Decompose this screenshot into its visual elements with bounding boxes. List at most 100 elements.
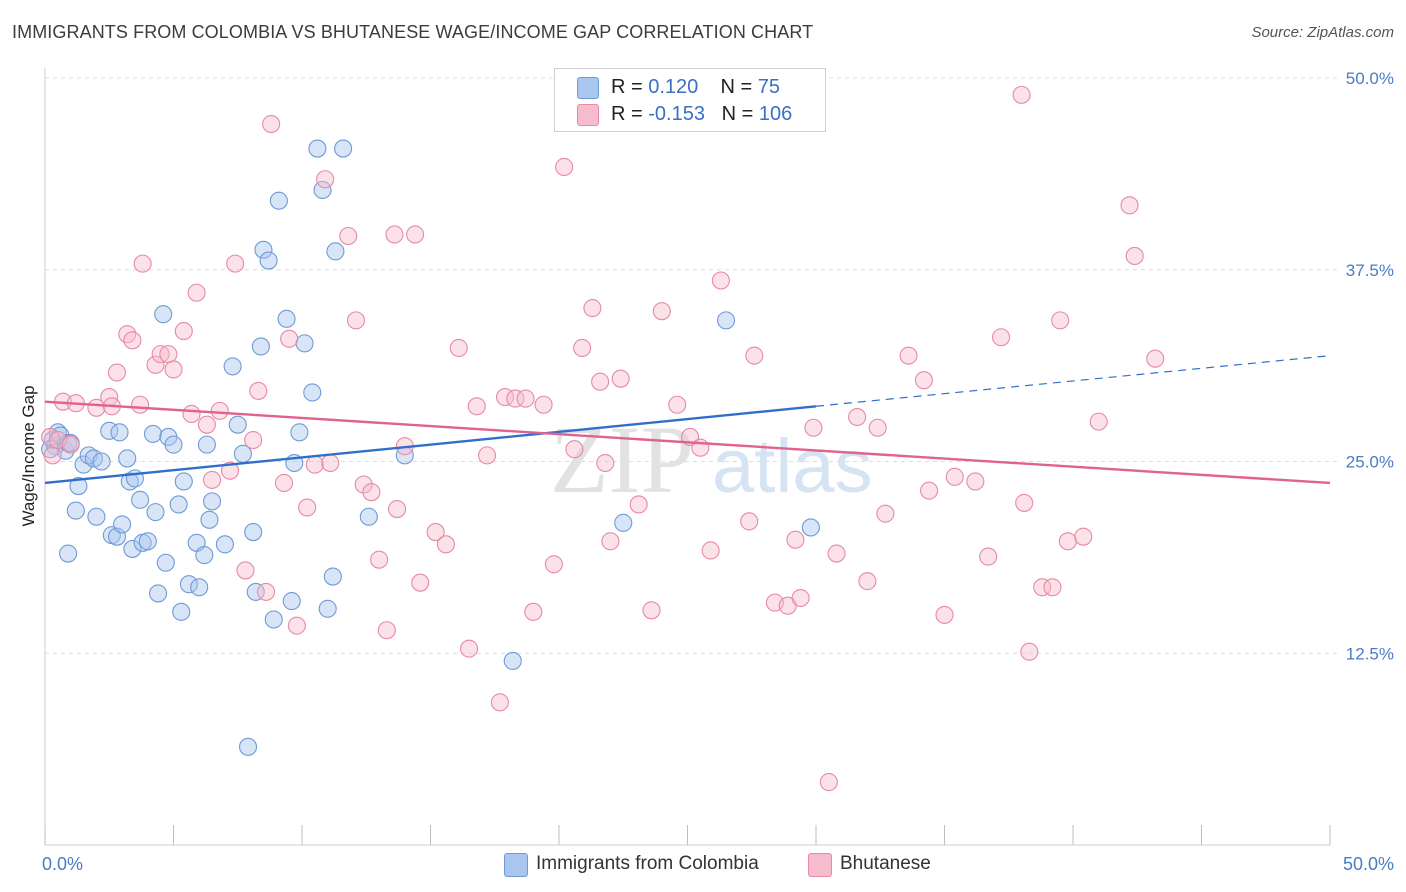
data-point [920,481,939,500]
data-point [321,453,340,473]
data-point [59,544,78,563]
data-point [323,567,342,586]
data-point [223,357,242,376]
data-point [426,523,445,542]
data-point [601,532,620,551]
bottom-legend-swatch-colombia [504,853,528,877]
data-point [406,225,425,244]
data-point [298,498,317,517]
legend-swatch-colombia [577,77,599,99]
data-point [477,446,497,465]
data-point [215,535,234,554]
data-point [339,226,358,246]
data-point [490,693,509,712]
data-point [131,395,150,414]
x-tick-label-left: 0.0% [42,854,83,874]
legend-n-value: 106 [758,103,793,125]
data-point [236,561,255,580]
legend-r-value: -0.153 [648,103,705,125]
data-point [786,530,805,549]
y-tick-labels: 12.5% 25.0% 37.5% 50.0% [1346,69,1394,663]
data-point [326,242,345,261]
data-point [274,473,294,493]
data-point [1015,493,1034,512]
legend-swatch-bhutanese [577,104,599,126]
legend-r-label: R = [611,103,649,125]
data-point [611,369,630,388]
data-point [164,360,183,379]
data-point [228,415,247,434]
data-point [244,430,263,450]
data-point [174,472,193,491]
data-point [1074,527,1093,546]
data-point [262,114,281,134]
data-point [120,472,139,491]
data-point [1089,412,1108,431]
data-point [69,476,88,496]
data-point [203,470,222,489]
legend-n-label: N = [721,103,759,125]
data-point [164,435,183,454]
data-point [182,404,201,423]
data-point [1043,578,1062,597]
series-bhutanese [41,85,1165,792]
data-point [295,334,314,353]
data-point [899,346,918,365]
y-tick-label: 12.5% [1346,644,1394,663]
data-point [544,555,563,574]
data-point [868,418,887,437]
data-point [149,584,168,603]
data-point [277,309,296,328]
data-point [629,495,648,514]
data-point [282,592,301,611]
data-point [118,449,137,468]
y-tick-label: 37.5% [1346,261,1394,280]
data-point [614,513,633,532]
data-point [259,251,278,270]
data-point [914,371,933,390]
data-point [238,737,258,756]
data-point [516,389,535,408]
data-point [385,225,404,244]
data-point [123,539,142,558]
data-point [179,575,198,594]
data-point [701,541,720,560]
data-point [346,311,366,330]
data-point [287,616,306,635]
data-point [269,191,288,210]
data-point [506,389,525,408]
data-point [711,271,730,290]
data-point [156,553,175,572]
data-point [210,401,229,420]
data-point [745,346,764,365]
data-point [791,588,810,608]
data-point [313,180,332,200]
data-point [290,423,309,442]
data-point [642,601,661,620]
trend-line-bhutanese [44,400,1331,485]
data-point [169,495,188,514]
data-point [740,512,759,531]
data-point [819,773,838,792]
data-point [966,472,985,491]
data-point [334,139,353,158]
data-point [991,328,1011,347]
data-point [848,407,867,427]
data-point [411,573,430,592]
data-point [143,424,162,443]
data-point [138,532,157,551]
legend-n-value: 75 [757,76,781,98]
data-point [1120,196,1139,215]
y-tick-label: 25.0% [1346,453,1394,472]
bottom-legend-swatch-bhutanese [808,853,832,877]
data-point [652,302,671,321]
watermark: ZIP atlas [550,406,873,513]
data-point [359,507,378,526]
y-tick-label: 50.0% [1346,69,1394,88]
data-point [534,395,553,414]
data-point [226,254,245,273]
trend-lines [44,355,1331,485]
data-point [827,544,846,563]
data-point [107,363,127,382]
